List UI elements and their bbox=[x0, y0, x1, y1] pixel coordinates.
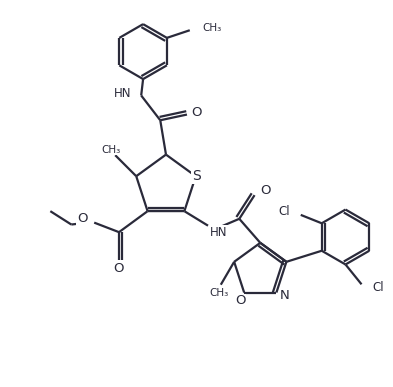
Text: O: O bbox=[114, 262, 124, 275]
Text: Cl: Cl bbox=[279, 205, 290, 217]
Text: CH₃: CH₃ bbox=[101, 144, 120, 154]
Text: CH₃: CH₃ bbox=[209, 288, 228, 298]
Text: N: N bbox=[280, 289, 290, 302]
Text: HN: HN bbox=[114, 87, 132, 100]
Text: O: O bbox=[77, 212, 87, 225]
Text: O: O bbox=[235, 295, 246, 307]
Text: CH₃: CH₃ bbox=[202, 23, 221, 33]
Text: O: O bbox=[191, 106, 202, 119]
Text: HN: HN bbox=[210, 226, 228, 239]
Text: S: S bbox=[192, 169, 201, 183]
Text: O: O bbox=[260, 184, 270, 197]
Text: Cl: Cl bbox=[372, 281, 384, 294]
